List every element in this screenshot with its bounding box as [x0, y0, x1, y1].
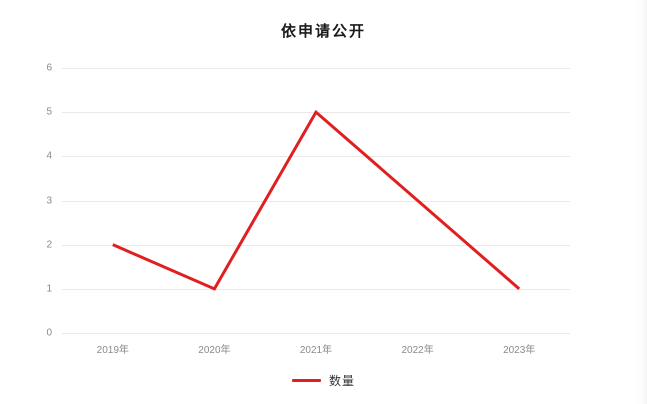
x-axis-labels: 2019年 2020年 2021年 2022年 2023年 [62, 341, 570, 359]
legend-color-swatch [291, 379, 321, 382]
gridline [62, 200, 570, 202]
gridline [62, 156, 570, 158]
y-tick-label: 2 [46, 239, 52, 251]
data-line [112, 109, 521, 291]
page-edge-shadow [635, 0, 647, 404]
legend-item-shuliang[interactable]: 数量 [291, 372, 355, 389]
y-tick-label: 5 [46, 106, 52, 118]
y-tick-label: 3 [46, 195, 52, 206]
y-tick-label: 4 [46, 150, 52, 162]
y-tick-label: 6 [46, 62, 52, 74]
gridline [62, 68, 570, 69]
x-tick-label: 2023年 [503, 345, 536, 356]
gridline [62, 288, 570, 290]
y-tick-label: 0 [46, 327, 52, 339]
x-tick-label: 2021年 [299, 345, 333, 356]
x-tick-label: 2020年 [198, 345, 231, 356]
legend-item-label: 数量 [328, 374, 355, 388]
gridline [62, 333, 570, 334]
x-tick-label: 2019年 [96, 345, 129, 356]
chart-title: 依申请公开 [280, 22, 366, 40]
chart-legend: 数量 [0, 372, 647, 389]
series-line-shuliang [112, 109, 521, 291]
x-tick-label: 2022年 [401, 345, 434, 356]
y-tick-label: 1 [46, 283, 52, 295]
gridline [62, 244, 570, 246]
plot-area: 0 1 2 3 4 5 6 [46, 63, 570, 339]
